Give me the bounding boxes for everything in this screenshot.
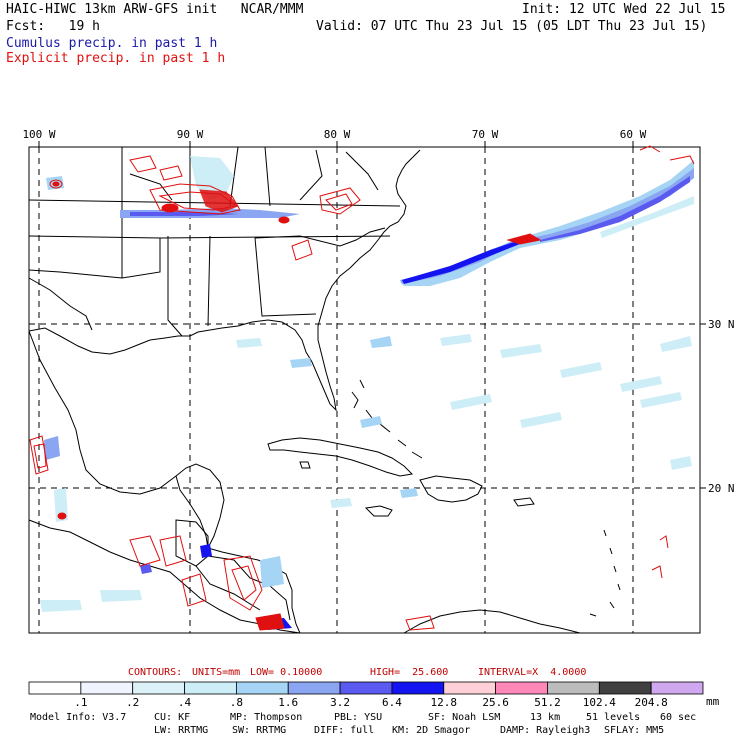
colorbar-tick-label: 1.6 bbox=[278, 696, 299, 709]
cumulus-legend: Cumulus precip. in past 1 h bbox=[6, 36, 218, 51]
colorbar-tick-label: 12.8 bbox=[430, 696, 458, 709]
lon-label-80w: 80 W bbox=[324, 128, 351, 141]
model-info: Model Info: V3.7 bbox=[30, 712, 127, 723]
damp-option: DAMP: Rayleigh3 bbox=[500, 725, 591, 736]
colorbar-swatch bbox=[28, 681, 82, 695]
colorbar-units: mm bbox=[706, 695, 720, 708]
colorbar-tick-label: 6.4 bbox=[381, 696, 402, 709]
colorbar-swatch bbox=[443, 681, 497, 695]
pbl-scheme: PBL: YSU bbox=[334, 712, 383, 723]
colorbar-swatch bbox=[235, 681, 289, 695]
km-option: KM: 2D Smagor bbox=[392, 725, 471, 736]
lon-label-90w: 90 W bbox=[177, 128, 204, 141]
map-ticks bbox=[38, 141, 706, 489]
cu-scheme: CU: KF bbox=[154, 712, 191, 723]
colorbar-swatch bbox=[339, 681, 393, 695]
lon-label-100w: 100 W bbox=[22, 128, 55, 141]
colorbar-swatch bbox=[184, 681, 237, 695]
lon-label-60w: 60 W bbox=[620, 128, 647, 141]
valid-time: Valid: 07 UTC Thu 23 Jul 15 (05 LDT Thu … bbox=[316, 19, 708, 34]
colorbar-tick-label: 204.8 bbox=[634, 696, 668, 709]
colorbar-tick-label: 102.4 bbox=[582, 696, 616, 709]
colorbar-swatch bbox=[132, 681, 185, 695]
levels: 51 levels bbox=[586, 712, 641, 723]
timestep: 60 sec bbox=[660, 712, 697, 723]
colorbar-tick-label: 51.2 bbox=[534, 696, 561, 709]
sw-scheme: SW: RRTMG bbox=[232, 725, 287, 736]
graticule bbox=[29, 147, 700, 633]
lat-label-20n: 20 N bbox=[708, 482, 735, 495]
lw-scheme: LW: RRTMG bbox=[154, 725, 209, 736]
lon-label-70w: 70 W bbox=[472, 128, 499, 141]
resolution: 13 km bbox=[530, 712, 561, 723]
contours-label: CONTOURS: bbox=[128, 667, 183, 678]
colorbar bbox=[28, 681, 704, 695]
explicit-legend: Explicit precip. in past 1 h bbox=[6, 51, 226, 66]
contours-high: HIGH= 25.600 bbox=[370, 667, 449, 678]
colorbar-swatch bbox=[391, 681, 445, 695]
explicit-precip bbox=[29, 145, 695, 631]
sf-scheme: SF: Noah LSM bbox=[428, 712, 501, 723]
contours-units: UNITS=mm bbox=[192, 667, 241, 678]
diff-option: DIFF: full bbox=[314, 725, 375, 736]
colorbar-tick-label: 3.2 bbox=[330, 696, 350, 709]
colorbar-swatch bbox=[287, 681, 341, 695]
colorbar-swatch bbox=[650, 681, 704, 695]
colorbar-tick-label: 25.6 bbox=[482, 696, 509, 709]
colorbar-tick-label: .4 bbox=[177, 696, 192, 709]
colorbar-swatch bbox=[80, 681, 134, 695]
colorbar-tick-label: .8 bbox=[229, 696, 243, 709]
init-time: Init: 12 UTC Wed 22 Jul 15 bbox=[522, 2, 726, 17]
mp-scheme: MP: Thompson bbox=[230, 712, 303, 723]
contours-interval: INTERVAL=X 4.0000 bbox=[478, 667, 587, 678]
colorbar-tick-label: .2 bbox=[126, 696, 140, 709]
colorbar-swatch bbox=[598, 681, 652, 695]
lat-label-30n: 30 N bbox=[708, 318, 735, 331]
colorbar-swatch bbox=[547, 681, 600, 695]
colorbar-tick-label: .1 bbox=[74, 696, 88, 709]
sflay-option: SFLAY: MM5 bbox=[604, 725, 665, 736]
plot-title: HAIC-HIWC 13km ARW-GFS init NCAR/MMM bbox=[6, 2, 304, 17]
forecast-hour: Fcst: 19 h bbox=[6, 19, 100, 34]
colorbar-swatch bbox=[495, 681, 548, 695]
contours-low: LOW= 0.10000 bbox=[250, 667, 323, 678]
